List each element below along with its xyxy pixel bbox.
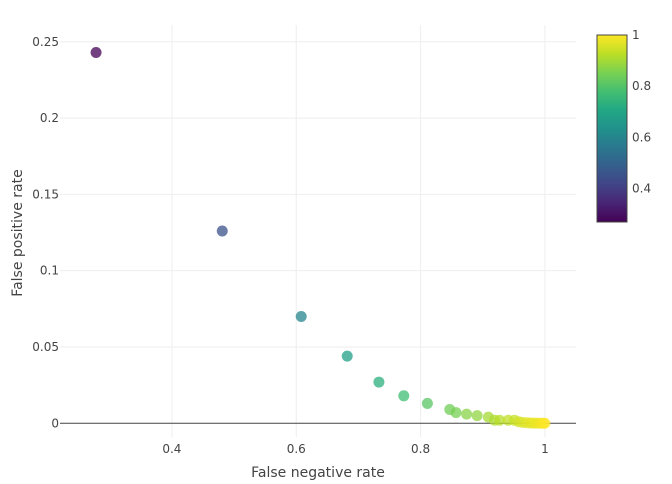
x-axis-label: False negative rate: [251, 465, 385, 480]
y-tick-label: 0.05: [32, 340, 59, 354]
x-tick-label: 0.8: [411, 442, 430, 456]
data-point: [373, 376, 385, 388]
axes: 0.4 0.6 0.8 1 0 0.05 0.1 0.15 0.2 0.25: [32, 35, 576, 456]
y-tick-label: 0.1: [40, 264, 59, 278]
data-point: [494, 414, 506, 426]
x-tick-label: 1: [541, 442, 549, 456]
y-axis-label: False positive rate: [10, 169, 26, 296]
data-point: [450, 407, 462, 419]
data-point: [90, 46, 102, 58]
data-point: [539, 417, 551, 429]
colorbar-tick-label: 0.6: [632, 130, 651, 144]
data-point: [295, 310, 307, 322]
colorbar-tick-label: 1: [632, 28, 640, 42]
x-tick-label: 0.4: [162, 442, 181, 456]
y-tick-label: 0: [51, 416, 59, 430]
data-point: [398, 390, 410, 402]
data-point: [461, 408, 473, 420]
data-points: [90, 46, 551, 429]
data-point: [216, 225, 228, 237]
x-tick-label: 0.6: [287, 442, 306, 456]
colorbar: 0.4 0.6 0.8 1: [596, 28, 651, 223]
data-point: [471, 410, 483, 422]
colorbar-tick-label: 0.8: [632, 79, 651, 93]
y-tick-label: 0.15: [32, 187, 59, 201]
colorbar-tick-label: 0.4: [632, 182, 651, 196]
data-point: [421, 397, 433, 409]
y-tick-label: 0.2: [40, 111, 59, 125]
data-point: [341, 350, 353, 362]
y-tick-label: 0.25: [32, 35, 59, 49]
grid-lines: [60, 25, 576, 437]
colorbar-gradient: [596, 34, 628, 223]
